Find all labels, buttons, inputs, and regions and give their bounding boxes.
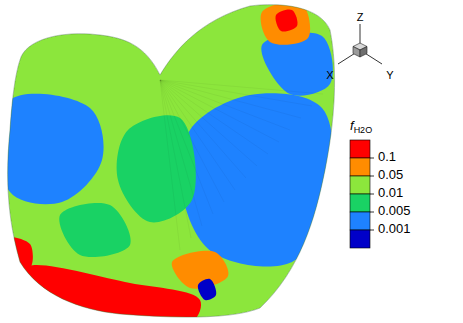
colorbar-tick-label: 0.001 (378, 221, 411, 236)
mesh-line (160, 80, 246, 178)
triad-cube (353, 47, 360, 58)
colorbar-tick (370, 176, 374, 177)
mesh-line (160, 80, 202, 226)
mesh-line (160, 80, 312, 106)
colorbar-title-subscript: H2O (354, 125, 373, 135)
mesh (160, 80, 323, 250)
surface-region (198, 279, 216, 300)
colorbar-tick (370, 212, 374, 213)
figure: Z X YfH2O 0.1 0.05 0.01 0.005 0.001 (0, 0, 463, 323)
surface-region (0, 94, 104, 205)
triad-label: X (326, 69, 334, 81)
colorbar-tick-label: 0.01 (378, 185, 403, 200)
colorbar-band (350, 230, 370, 248)
surface-region (23, 265, 201, 323)
axes-triad: Z X Y (326, 11, 394, 81)
surface-region (59, 203, 131, 257)
mesh-line (160, 80, 290, 130)
mesh-line (160, 80, 279, 142)
surface-region (4, 237, 33, 269)
mesh-line (160, 80, 224, 202)
colorbar-band (350, 176, 370, 194)
mesh-line (160, 80, 268, 154)
colorbar-band (350, 212, 370, 230)
mesh-line (160, 80, 301, 118)
colorbar-tick-label: 0.05 (378, 167, 403, 182)
colorbar-tick (370, 230, 374, 231)
triad-cube (360, 47, 367, 58)
surface-outline (8, 5, 335, 317)
colorbar-band (350, 194, 370, 212)
surface (0, 2, 335, 323)
mesh-line (160, 80, 323, 94)
colorbar-tick-label: 0.005 (378, 203, 411, 218)
colorbar-tick (370, 194, 374, 195)
colorbar-band (350, 140, 370, 158)
mesh-line (160, 80, 213, 214)
colorbar-band (350, 158, 370, 176)
colorbar: fH2O 0.1 0.05 0.01 0.005 0.001 (350, 118, 411, 248)
surface-region (117, 115, 196, 222)
surface-region (180, 93, 333, 266)
colorbar-tick-label: 0.1 (378, 149, 396, 164)
colorbar-title: fH2O (350, 118, 372, 135)
mesh-line (160, 80, 235, 190)
triad-label: Z (357, 11, 364, 23)
surface-region (275, 9, 297, 31)
triad-label: Y (386, 69, 394, 81)
colorbar-tick (370, 158, 374, 159)
